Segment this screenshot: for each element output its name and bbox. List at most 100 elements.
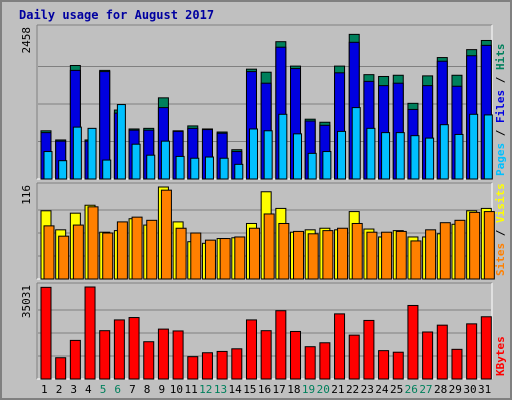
x-tick-label-day-31: 31	[478, 383, 491, 396]
bar-kbytes-day-3	[69, 339, 81, 380]
bar-sites-day-3	[72, 224, 84, 280]
x-tick-label-day-15: 15	[243, 383, 256, 396]
bar-kbytes-day-11	[187, 356, 199, 380]
y-axis-max-label: 35031	[20, 285, 33, 318]
x-tick-label-day-27: 27	[419, 383, 432, 396]
legend-part-3: /	[494, 70, 507, 90]
x-tick-label-day-1: 1	[41, 383, 48, 396]
bar-kbytes-day-9	[157, 328, 169, 380]
bar-sites-day-16	[263, 213, 275, 280]
bar-kbytes-day-5	[99, 330, 111, 380]
bar-sites-day-17	[278, 222, 290, 280]
bar-sites-day-20	[322, 230, 334, 280]
bar-pages-day-28	[439, 124, 449, 180]
bar-sites-day-15	[248, 227, 260, 280]
y-axis-max-label: 2458	[20, 27, 33, 54]
bar-sites-day-18	[293, 230, 305, 280]
x-tick-label-day-18: 18	[287, 383, 300, 396]
bar-pages-day-11	[190, 157, 200, 180]
x-tick-label-day-13: 13	[214, 383, 227, 396]
bar-pages-day-9	[160, 140, 170, 180]
bar-sites-day-26	[410, 240, 422, 280]
bar-kbytes-day-15	[245, 319, 257, 380]
bar-sites-day-1	[43, 225, 55, 280]
bar-sites-day-5	[102, 232, 114, 280]
x-tick-label-day-3: 3	[70, 383, 77, 396]
x-tick-label-day-5: 5	[100, 383, 107, 396]
bar-sites-day-21	[337, 227, 349, 280]
bar-pages-day-23	[366, 127, 376, 180]
bar-sites-day-19	[307, 233, 319, 280]
bar-kbytes-day-2	[55, 357, 67, 380]
bar-pages-day-19	[307, 152, 317, 180]
legend-part-0: Sites	[494, 243, 507, 276]
bar-pages-day-14	[234, 163, 244, 180]
bar-pages-day-16	[263, 130, 273, 180]
bar-pages-day-27	[425, 137, 435, 180]
bar-kbytes-day-10	[172, 330, 184, 380]
bar-kbytes-day-27	[422, 331, 434, 380]
bar-kbytes-day-18	[290, 330, 302, 380]
bar-kbytes-day-13	[216, 350, 228, 380]
x-tick-label-day-29: 29	[449, 383, 462, 396]
y-axis-max-label: 116	[20, 185, 33, 205]
bar-sites-day-29	[454, 219, 466, 280]
bar-sites-day-7	[131, 216, 143, 280]
bar-kbytes-day-24	[378, 350, 390, 380]
bar-kbytes-day-19	[304, 346, 316, 380]
bar-pages-day-25	[395, 132, 405, 180]
bar-kbytes-day-8	[143, 341, 155, 380]
bar-kbytes-day-4	[84, 286, 96, 380]
bar-pages-day-21	[337, 130, 347, 180]
bar-sites-day-10	[175, 227, 187, 280]
bar-sites-day-13	[219, 238, 231, 280]
bar-kbytes-day-12	[201, 352, 213, 380]
x-tick-label-day-22: 22	[346, 383, 359, 396]
bar-kbytes-day-7	[128, 317, 140, 380]
x-tick-label-day-19: 19	[302, 383, 315, 396]
bar-pages-day-5	[102, 159, 112, 180]
legend-part-1: /	[494, 123, 507, 143]
bar-sites-day-4	[87, 206, 99, 280]
bar-pages-day-6	[116, 104, 126, 180]
bar-sites-day-25	[395, 230, 407, 280]
bar-sites-day-23	[366, 231, 378, 280]
x-tick-label-day-10: 10	[170, 383, 183, 396]
bar-pages-day-17	[278, 113, 288, 180]
bar-pages-day-3	[72, 126, 82, 180]
bar-pages-day-8	[146, 154, 156, 180]
chart-panels: 2458 Pages / Files / Hits 116 Sites / Visit…	[20, 24, 507, 380]
x-tick-label-day-4: 4	[85, 383, 92, 396]
legend-part-2: Visits	[494, 183, 507, 223]
x-tick-label-day-21: 21	[331, 383, 344, 396]
x-tick-label-day-11: 11	[184, 383, 197, 396]
bar-kbytes-day-14	[231, 348, 243, 380]
x-tick-label-day-28: 28	[434, 383, 447, 396]
x-tick-label-day-25: 25	[390, 383, 403, 396]
bar-kbytes-day-17	[275, 310, 287, 380]
bar-kbytes-day-25	[392, 351, 404, 380]
bar-sites-day-9	[160, 189, 172, 280]
bar-pages-day-31	[483, 114, 493, 180]
bar-pages-day-12	[204, 156, 214, 180]
bar-sites-day-2	[58, 235, 70, 280]
legend-part-4: Hits	[494, 44, 507, 71]
bar-kbytes-day-29	[451, 348, 463, 380]
panel-kbytes: 35031 KBytes	[20, 282, 507, 380]
bar-sites-day-27	[425, 229, 437, 280]
x-tick-label-day-6: 6	[114, 383, 121, 396]
bar-kbytes-day-6	[113, 319, 125, 380]
x-tick-label-day-9: 9	[158, 383, 165, 396]
bar-kbytes-day-20	[319, 342, 331, 380]
bar-pages-day-15	[248, 128, 258, 180]
x-tick-label-day-12: 12	[199, 383, 212, 396]
bar-kbytes-day-26	[407, 304, 419, 380]
bar-kbytes-day-22	[348, 334, 360, 380]
bar-sites-day-31	[483, 211, 495, 280]
x-tick-label-day-14: 14	[229, 383, 243, 396]
x-tick-label-day-20: 20	[317, 383, 330, 396]
bar-kbytes-day-1	[40, 286, 52, 380]
bar-pages-day-30	[469, 113, 479, 180]
right-axis-series-legend: Pages / Files / Hits	[494, 44, 507, 177]
